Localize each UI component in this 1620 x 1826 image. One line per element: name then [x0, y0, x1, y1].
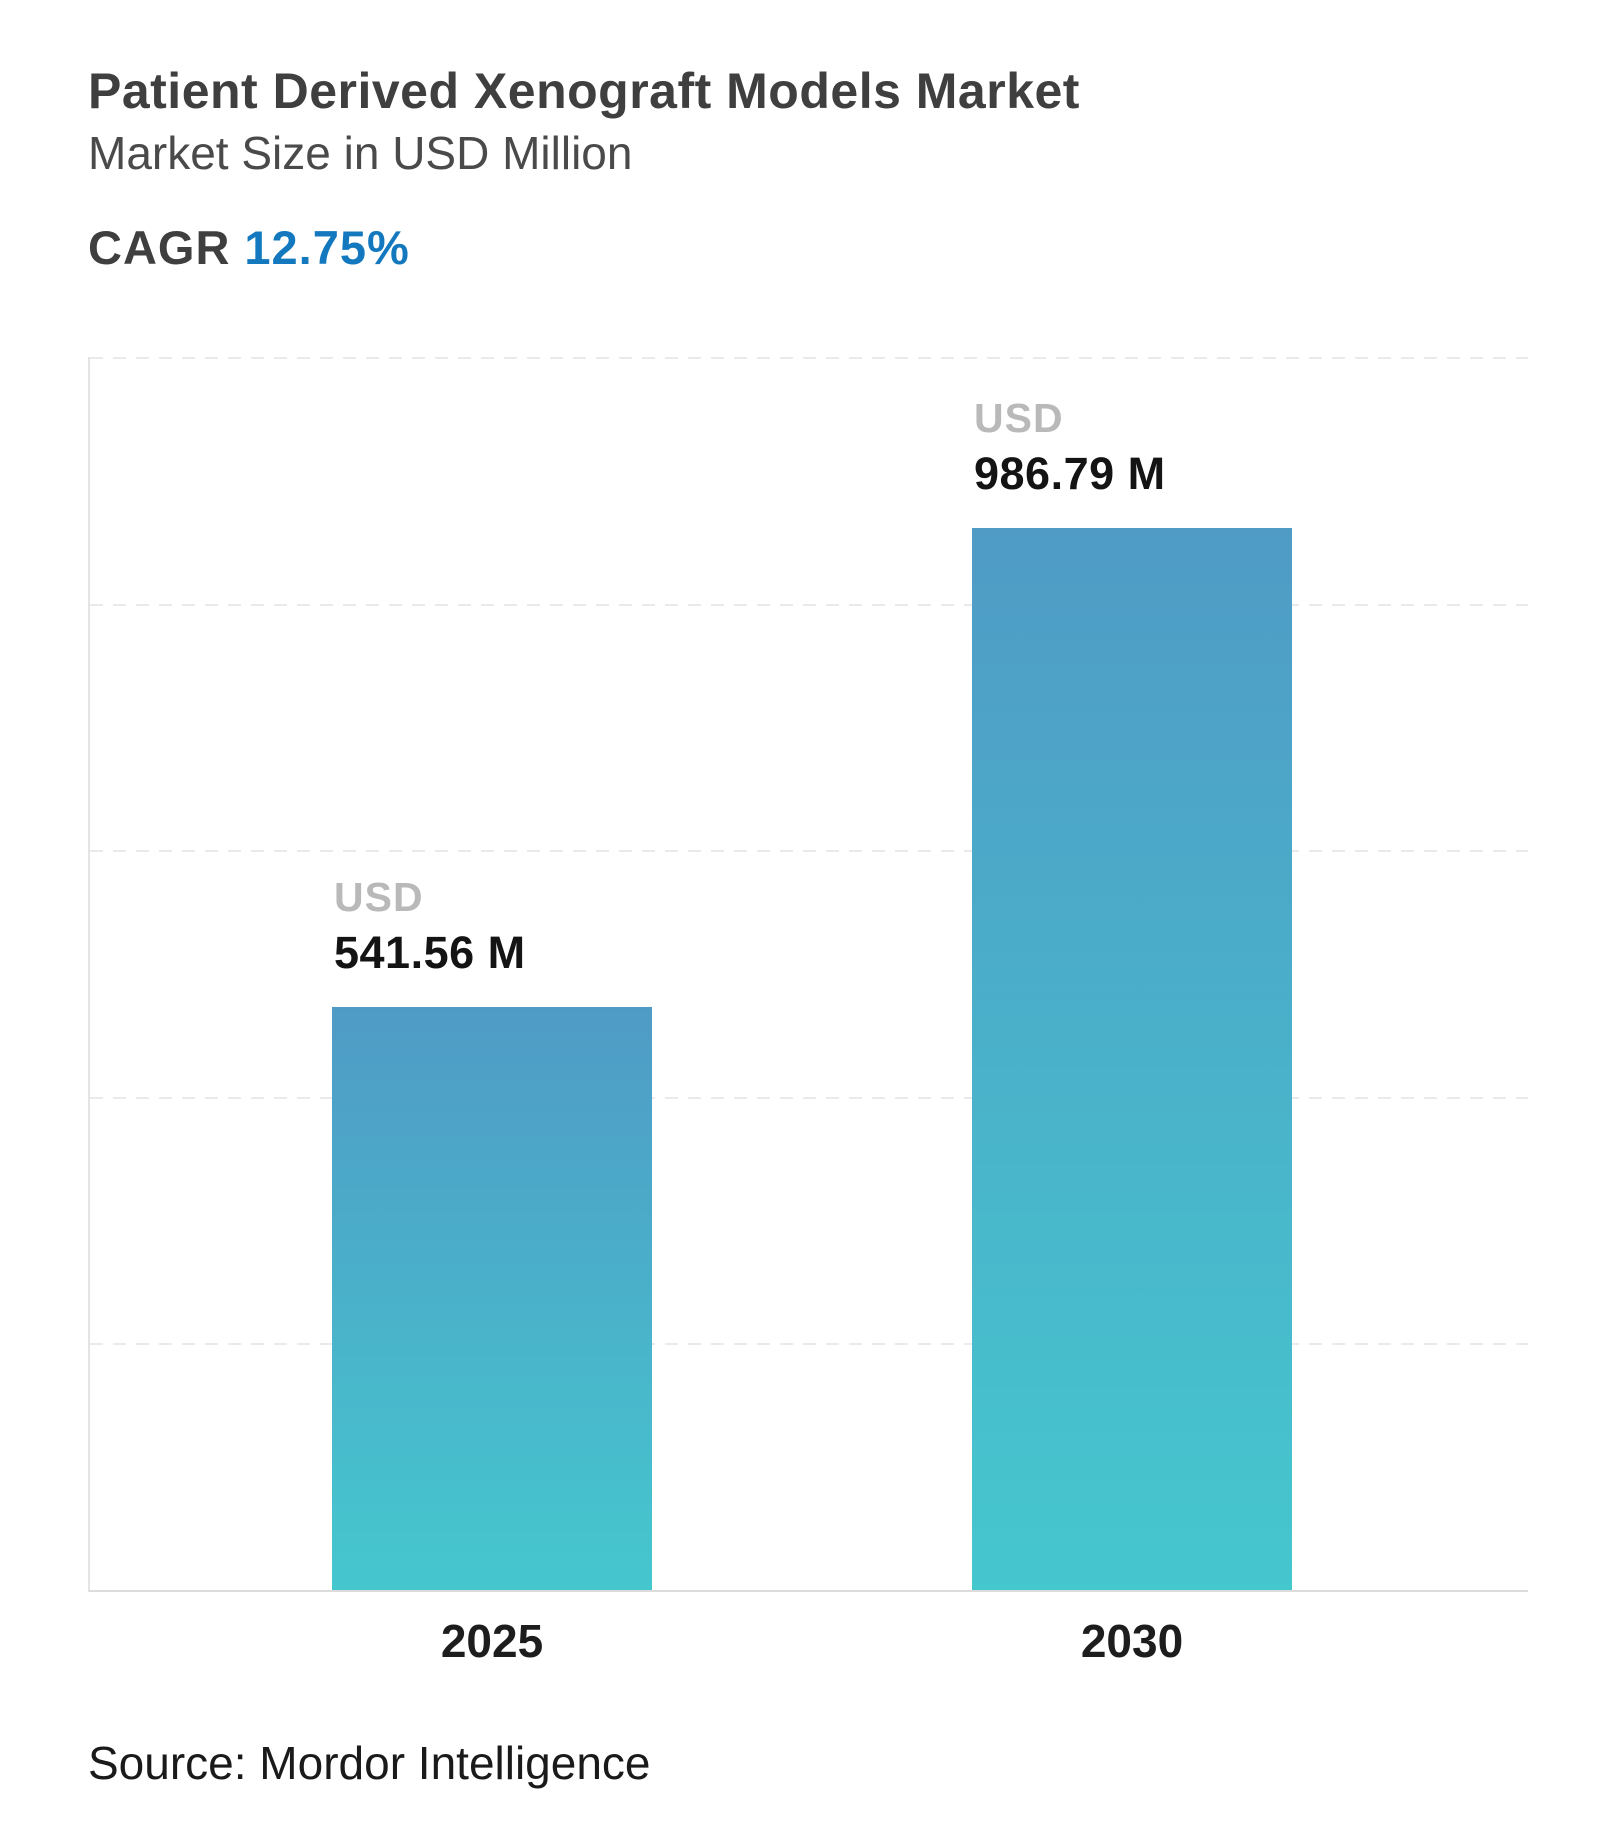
bar-chart-plot-area: USD 541.56 M 2025 USD 986.79 M 2030	[88, 357, 1528, 1667]
currency-label: USD	[974, 395, 1064, 442]
value-label: 541.56 M	[334, 926, 526, 978]
page-subtitle: Market Size in USD Million	[88, 127, 633, 179]
x-axis-label-2025: 2025	[440, 1615, 544, 1667]
gridline	[90, 357, 1528, 359]
gridline	[90, 603, 1528, 606]
bar-value-label-2030: USD 986.79 M	[974, 392, 1166, 502]
bar-group-2030: USD 986.79 M 2030	[972, 357, 1292, 1667]
gridline	[90, 850, 1528, 853]
source-text: Source: Mordor Intelligence	[88, 1737, 651, 1789]
cagr-value: 12.75%	[244, 221, 410, 274]
bar-2025[interactable]	[332, 1007, 652, 1590]
bar-value-label-2025: USD 541.56 M	[334, 871, 526, 981]
bar-2030[interactable]	[972, 528, 1292, 1590]
cagr-label: CAGR	[88, 221, 231, 274]
bar-group-2025: USD 541.56 M 2025	[332, 357, 652, 1667]
page-title: Patient Derived Xenograft Models Market	[88, 63, 1080, 119]
x-axis-label-2030: 2030	[1080, 1615, 1184, 1667]
gridline	[90, 1096, 1528, 1099]
currency-label: USD	[334, 874, 424, 921]
cagr-row: CAGR 12.75%	[88, 220, 410, 275]
gridline	[90, 1343, 1528, 1346]
value-label: 986.79 M	[974, 447, 1166, 499]
